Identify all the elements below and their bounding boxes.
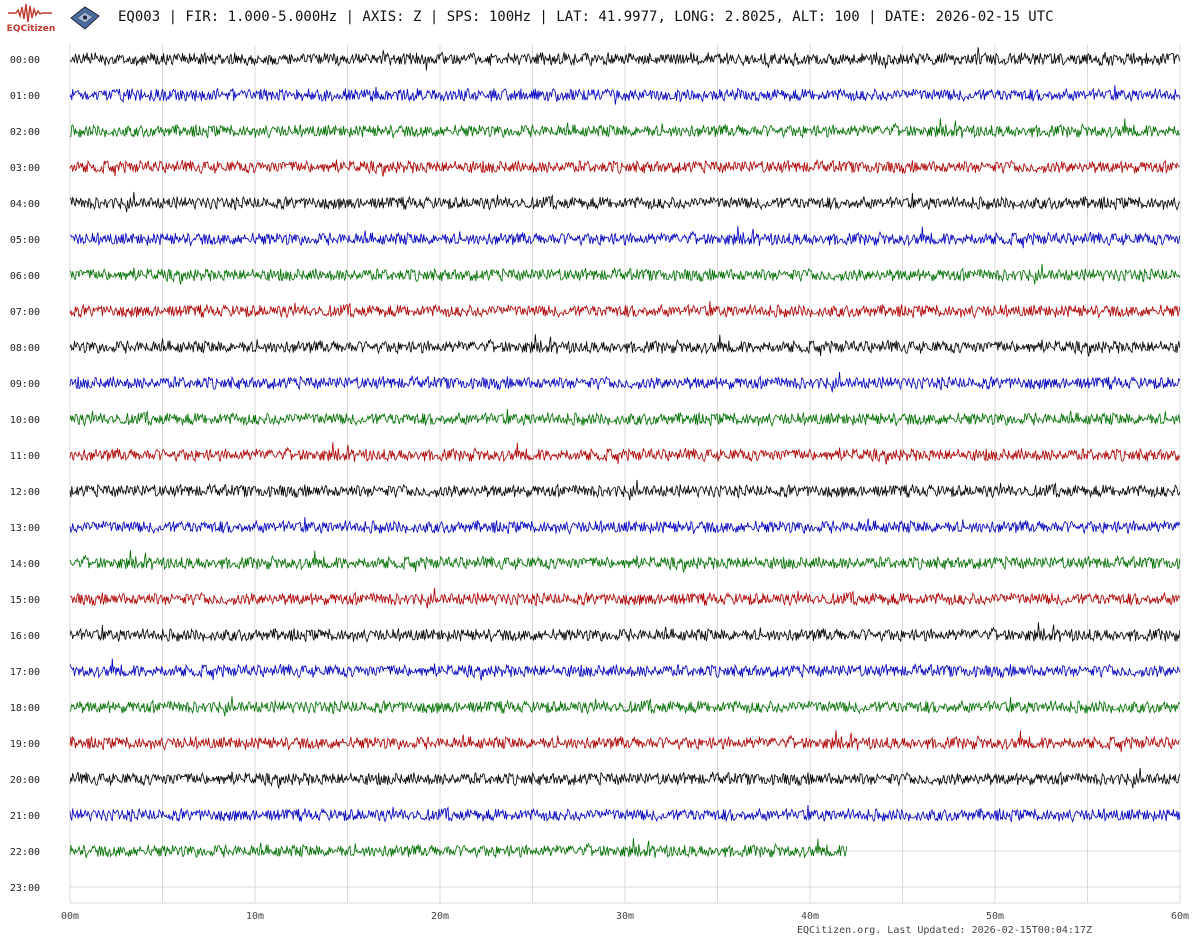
hour-label: 10:00 <box>10 415 40 426</box>
trace-1900 <box>69 730 1180 753</box>
trace-0100 <box>69 84 1181 105</box>
hour-label: 06:00 <box>10 271 40 282</box>
hour-label: 20:00 <box>10 775 40 786</box>
header: EQCitizen EQ003 | FIR: 1.000-5.000Hz | A… <box>0 0 1200 36</box>
hour-label: 00:00 <box>10 55 40 66</box>
trace-1000 <box>69 408 1181 427</box>
trace-1100 <box>69 442 1181 465</box>
x-tick-label: 40m <box>801 911 819 922</box>
x-axis-labels: 00m 10m 20m 30m 40m 50m 60m <box>61 911 1189 922</box>
hour-label: 09:00 <box>10 379 40 390</box>
eqcitizen-logo[interactable]: EQCitizen <box>4 2 58 34</box>
hour-label: 08:00 <box>10 343 40 354</box>
trace-0600 <box>69 263 1181 285</box>
x-tick-label: 50m <box>986 911 1004 922</box>
x-tick-label: 00m <box>61 911 79 922</box>
hour-label: 14:00 <box>10 559 40 570</box>
hour-label: 11:00 <box>10 451 40 462</box>
trace-1500 <box>69 587 1181 609</box>
trace-1400 <box>69 550 1181 573</box>
sensor-board-icon <box>70 6 100 30</box>
trace-0800 <box>69 334 1181 357</box>
hour-label: 18:00 <box>10 703 40 714</box>
trace-0300 <box>69 158 1180 177</box>
hour-label: 03:00 <box>10 163 40 174</box>
hour-label: 05:00 <box>10 235 40 246</box>
hour-label: 07:00 <box>10 307 40 318</box>
hour-label: 01:00 <box>10 91 40 102</box>
page-title: EQ003 | FIR: 1.000-5.000Hz | AXIS: Z | S… <box>118 9 1054 25</box>
hour-label: 02:00 <box>10 127 40 138</box>
trace-0000 <box>69 47 1181 71</box>
trace-1600 <box>69 622 1181 643</box>
seismograph-logo-icon <box>8 3 52 23</box>
trace-2100 <box>69 804 1181 823</box>
hour-label: 15:00 <box>10 595 40 606</box>
hour-labels: 00:00 01:00 02:00 03:00 04:00 05:00 06:00 07:00… <box>10 55 40 894</box>
x-tick-label: 30m <box>616 911 634 922</box>
hour-label: 17:00 <box>10 667 40 678</box>
trace-0400 <box>69 191 1181 213</box>
trace-0500 <box>70 226 1181 249</box>
hour-label: 19:00 <box>10 739 40 750</box>
trace-0200 <box>69 118 1181 139</box>
trace-2200 <box>69 838 848 859</box>
trace-0700 <box>69 300 1181 319</box>
trace-1200 <box>69 479 1181 501</box>
hour-label: 04:00 <box>10 199 40 210</box>
trace-1800 <box>69 695 1181 717</box>
trace-1700 <box>69 658 1181 681</box>
trace-0900 <box>69 371 1181 393</box>
trace-1300 <box>69 516 1181 535</box>
hour-label: 12:00 <box>10 487 40 498</box>
seismic-traces <box>69 47 1181 859</box>
logo-text: EQCitizen <box>6 24 56 34</box>
last-updated-footer: EQCitizen.org. Last Updated: 2026-02-15T… <box>796 925 1092 936</box>
trace-2000 <box>69 767 1181 789</box>
hour-label: 13:00 <box>10 523 40 534</box>
hour-label: 22:00 <box>10 847 40 858</box>
hour-label: 23:00 <box>10 883 40 894</box>
x-tick-label: 60m <box>1171 911 1189 922</box>
hour-label: 21:00 <box>10 811 40 822</box>
x-tick-label: 10m <box>246 911 264 922</box>
hour-label: 16:00 <box>10 631 40 642</box>
x-tick-label: 20m <box>431 911 449 922</box>
